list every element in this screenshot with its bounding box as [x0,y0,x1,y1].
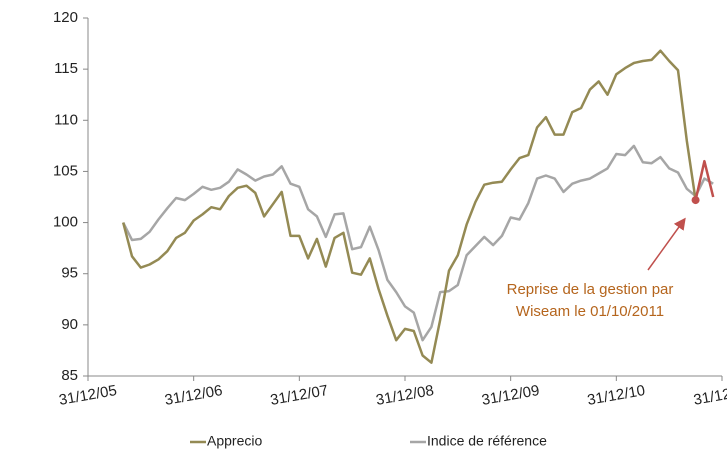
y-tick-label: 110 [54,111,78,128]
y-tick-label: 120 [53,9,78,26]
x-tick-label: 31/12/08 [375,382,435,409]
y-tick-label: 115 [54,60,78,77]
x-tick-label: 31/12/11 [692,382,727,409]
highlight-point [691,196,700,205]
series-line [122,144,714,342]
y-tick-label: 95 [61,265,78,282]
y-tick-label: 105 [53,162,78,179]
legend-label: Apprecio [207,433,262,449]
x-tick-label: 31/12/06 [163,382,223,409]
y-tick-label: 100 [53,214,78,231]
series-line [121,49,697,364]
y-tick-label: 90 [61,316,78,333]
legend-label: Indice de référence [427,433,547,449]
x-tick-label: 31/12/09 [480,382,540,409]
annotation-text: Reprise de la gestion par [507,281,674,298]
annotation-arrow [647,217,686,271]
annotation-text: Wiseam le 01/10/2011 [516,303,664,320]
x-tick-label: 31/12/07 [269,382,329,409]
highlight-line [694,159,715,201]
x-tick-label: 31/12/05 [58,382,118,409]
x-tick-label: 31/12/10 [586,382,646,409]
y-tick-label: 85 [61,367,78,384]
